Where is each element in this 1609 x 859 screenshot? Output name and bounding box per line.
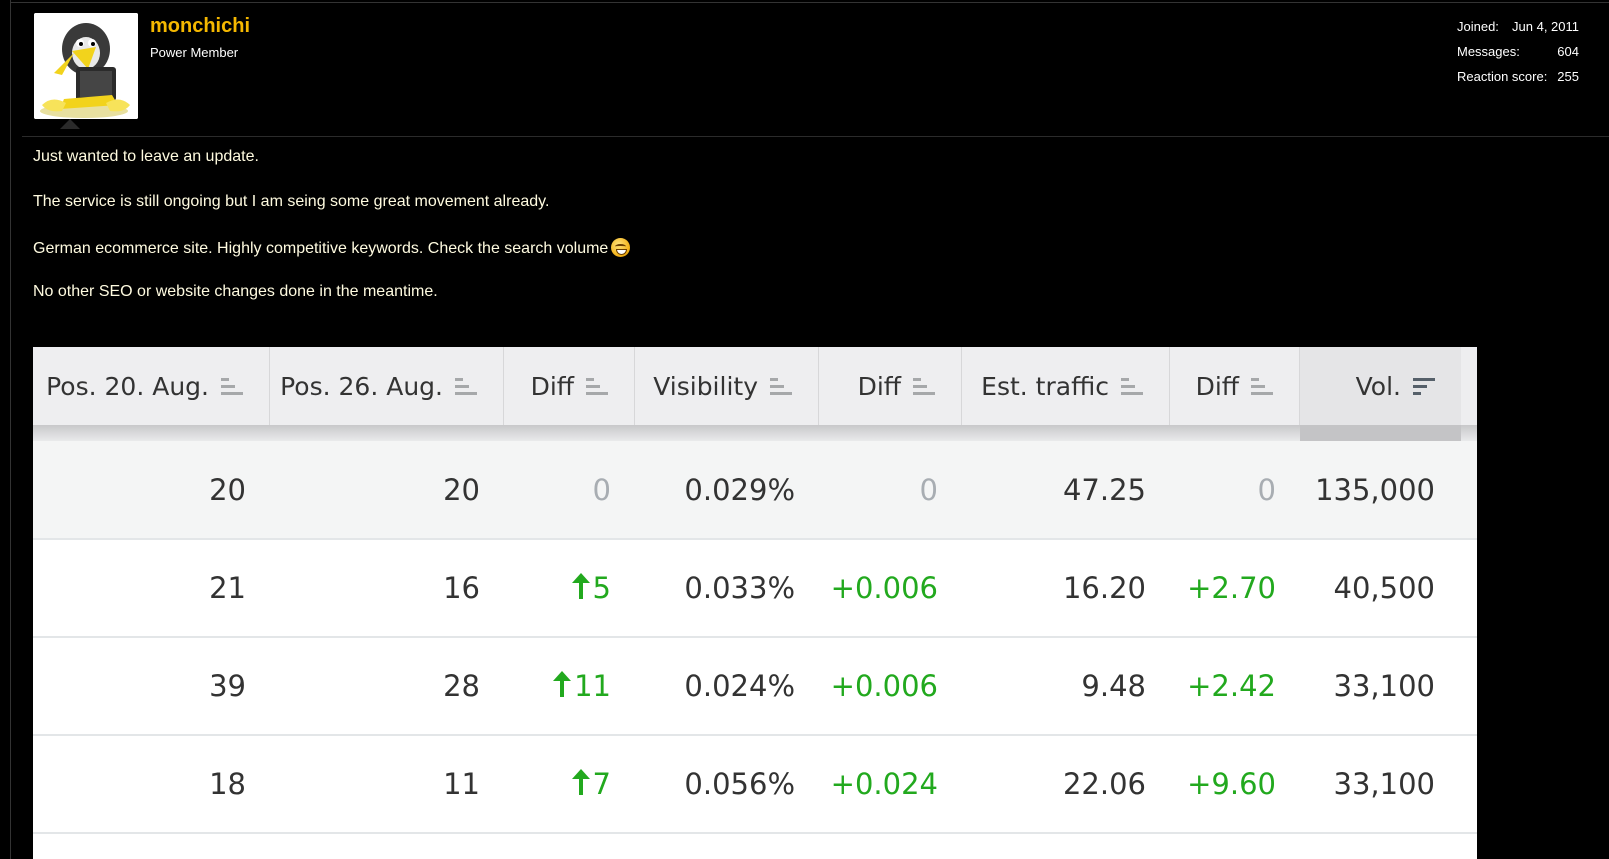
cell-diff: 5 — [504, 571, 635, 605]
table-header: Pos. 20. Aug. Pos. 26. Aug. Diff Visibil… — [33, 347, 1477, 425]
cell-traffic-diff: +2.42 — [1187, 669, 1276, 703]
header-filler — [1461, 347, 1477, 425]
arrow-up-icon — [571, 573, 590, 599]
post-header: monchichi Power Member Joined: Jun 4, 20… — [22, 3, 1609, 137]
post-paragraph-text: German ecommerce site. Highly competitiv… — [33, 240, 609, 257]
sort-icon — [1121, 377, 1143, 395]
cell-visibility: 0.056% — [684, 767, 795, 801]
user-title: Power Member — [150, 45, 239, 60]
cell-traffic: 9.48 — [1081, 669, 1146, 703]
frame-border-top — [10, 2, 1609, 3]
stat-joined: Joined: Jun 4, 2011 — [1457, 17, 1579, 42]
keyword-table-screenshot[interactable]: Pos. 20. Aug. Pos. 26. Aug. Diff Visibil… — [33, 347, 1477, 859]
stat-label: Reaction score: — [1457, 69, 1548, 84]
cell-pos-b: 20 — [443, 472, 480, 507]
grin-emoji-icon — [611, 238, 631, 257]
cell-volume: 33,100 — [1333, 669, 1435, 703]
column-label: Diff — [530, 371, 574, 401]
cell-vis-diff: +0.006 — [830, 669, 938, 703]
stat-messages: Messages: 604 — [1457, 42, 1579, 67]
header-shadow — [33, 425, 1477, 441]
cell-pos-a: 20 — [209, 472, 246, 507]
cell-volume: 33,100 — [1333, 767, 1435, 801]
cell-volume: 40,500 — [1333, 571, 1435, 605]
cell-traffic: 47.25 — [1062, 472, 1146, 507]
table-row[interactable]: 21 16 5 0.033% +0.006 16.20 +2.70 40,500 — [33, 540, 1477, 638]
cell-pos-b: 16 — [443, 571, 480, 605]
post-paragraph: Just wanted to leave an update. — [33, 148, 259, 165]
table-body: 20 20 0 0.029% 0 47.25 0 135,000 21 16 5… — [33, 441, 1477, 834]
frame-border-left — [10, 0, 11, 859]
header-shadow-sorted — [1300, 425, 1461, 441]
col-traffic-diff[interactable]: Diff — [1170, 347, 1300, 425]
sort-icon — [770, 377, 792, 395]
column-label: Pos. 26. Aug. — [280, 371, 443, 401]
column-label: Vol. — [1355, 371, 1401, 401]
sort-icon — [221, 377, 243, 395]
avatar-pointer — [60, 119, 80, 129]
column-label: Visibility — [653, 371, 758, 401]
cell-vis-diff: 0 — [919, 472, 938, 507]
column-label: Pos. 20. Aug. — [46, 371, 209, 401]
cell-traffic-diff: +2.70 — [1187, 571, 1276, 605]
cell-diff: 0 — [592, 472, 611, 507]
cell-pos-a: 39 — [209, 669, 246, 703]
column-label: Est. traffic — [981, 371, 1109, 401]
cell-volume: 135,000 — [1315, 472, 1435, 507]
cell-pos-a: 18 — [209, 767, 246, 801]
cell-visibility: 0.033% — [684, 571, 795, 605]
post-paragraph: The service is still ongoing but I am se… — [33, 193, 550, 210]
diff-value: 7 — [592, 767, 611, 801]
col-visibility-diff[interactable]: Diff — [819, 347, 962, 425]
col-pos-aug-20[interactable]: Pos. 20. Aug. — [33, 347, 270, 425]
cell-traffic-diff: +9.60 — [1187, 767, 1276, 801]
cell-pos-b: 11 — [443, 767, 480, 801]
sort-descending-icon — [1413, 377, 1435, 395]
post-paragraph: No other SEO or website changes done in … — [33, 283, 438, 300]
stat-value: 255 — [1557, 69, 1579, 84]
sort-icon — [913, 377, 935, 395]
column-label: Diff — [1195, 371, 1239, 401]
diff-value: 11 — [574, 669, 611, 703]
stat-value: 604 — [1557, 44, 1579, 59]
penguin-laptop-avatar[interactable] — [34, 13, 138, 119]
cell-visibility: 0.024% — [684, 669, 795, 703]
cell-pos-b: 28 — [443, 669, 480, 703]
post-paragraph: German ecommerce site. Highly competitiv… — [33, 238, 631, 258]
col-pos-diff[interactable]: Diff — [504, 347, 635, 425]
username-link[interactable]: monchichi — [150, 15, 251, 37]
sort-icon — [1251, 377, 1273, 395]
user-stats: Joined: Jun 4, 2011 Messages: 604 Reacti… — [1457, 17, 1579, 92]
penguin-icon — [34, 13, 138, 119]
cell-traffic-diff: 0 — [1257, 472, 1276, 507]
cell-diff: 7 — [504, 767, 635, 801]
table-row[interactable]: 18 11 7 0.056% +0.024 22.06 +9.60 33,100 — [33, 736, 1477, 834]
sort-icon — [455, 377, 477, 395]
col-est-traffic[interactable]: Est. traffic — [962, 347, 1170, 425]
diff-value: 5 — [592, 571, 611, 605]
sort-icon — [586, 377, 608, 395]
header-divider — [22, 136, 1609, 137]
cell-traffic: 22.06 — [1062, 767, 1146, 801]
table-row[interactable]: 39 28 11 0.024% +0.006 9.48 +2.42 33,100 — [33, 638, 1477, 736]
cell-vis-diff: +0.024 — [830, 767, 938, 801]
column-label: Diff — [857, 371, 901, 401]
cell-vis-diff: +0.006 — [830, 571, 938, 605]
cell-pos-a: 21 — [209, 571, 246, 605]
col-volume[interactable]: Vol. — [1300, 347, 1461, 425]
arrow-up-icon — [553, 671, 572, 697]
stat-reaction-score: Reaction score: 255 — [1457, 67, 1579, 92]
cell-traffic: 16.20 — [1062, 571, 1146, 605]
cell-diff: 11 — [504, 669, 635, 703]
col-visibility[interactable]: Visibility — [635, 347, 819, 425]
stat-label: Messages: — [1457, 44, 1520, 59]
stat-label: Joined: — [1457, 19, 1499, 34]
arrow-up-icon — [571, 769, 590, 795]
stat-value: Jun 4, 2011 — [1512, 19, 1579, 34]
cell-visibility: 0.029% — [684, 472, 795, 507]
table-row[interactable]: 20 20 0 0.029% 0 47.25 0 135,000 — [33, 441, 1477, 540]
col-pos-aug-26[interactable]: Pos. 26. Aug. — [270, 347, 504, 425]
